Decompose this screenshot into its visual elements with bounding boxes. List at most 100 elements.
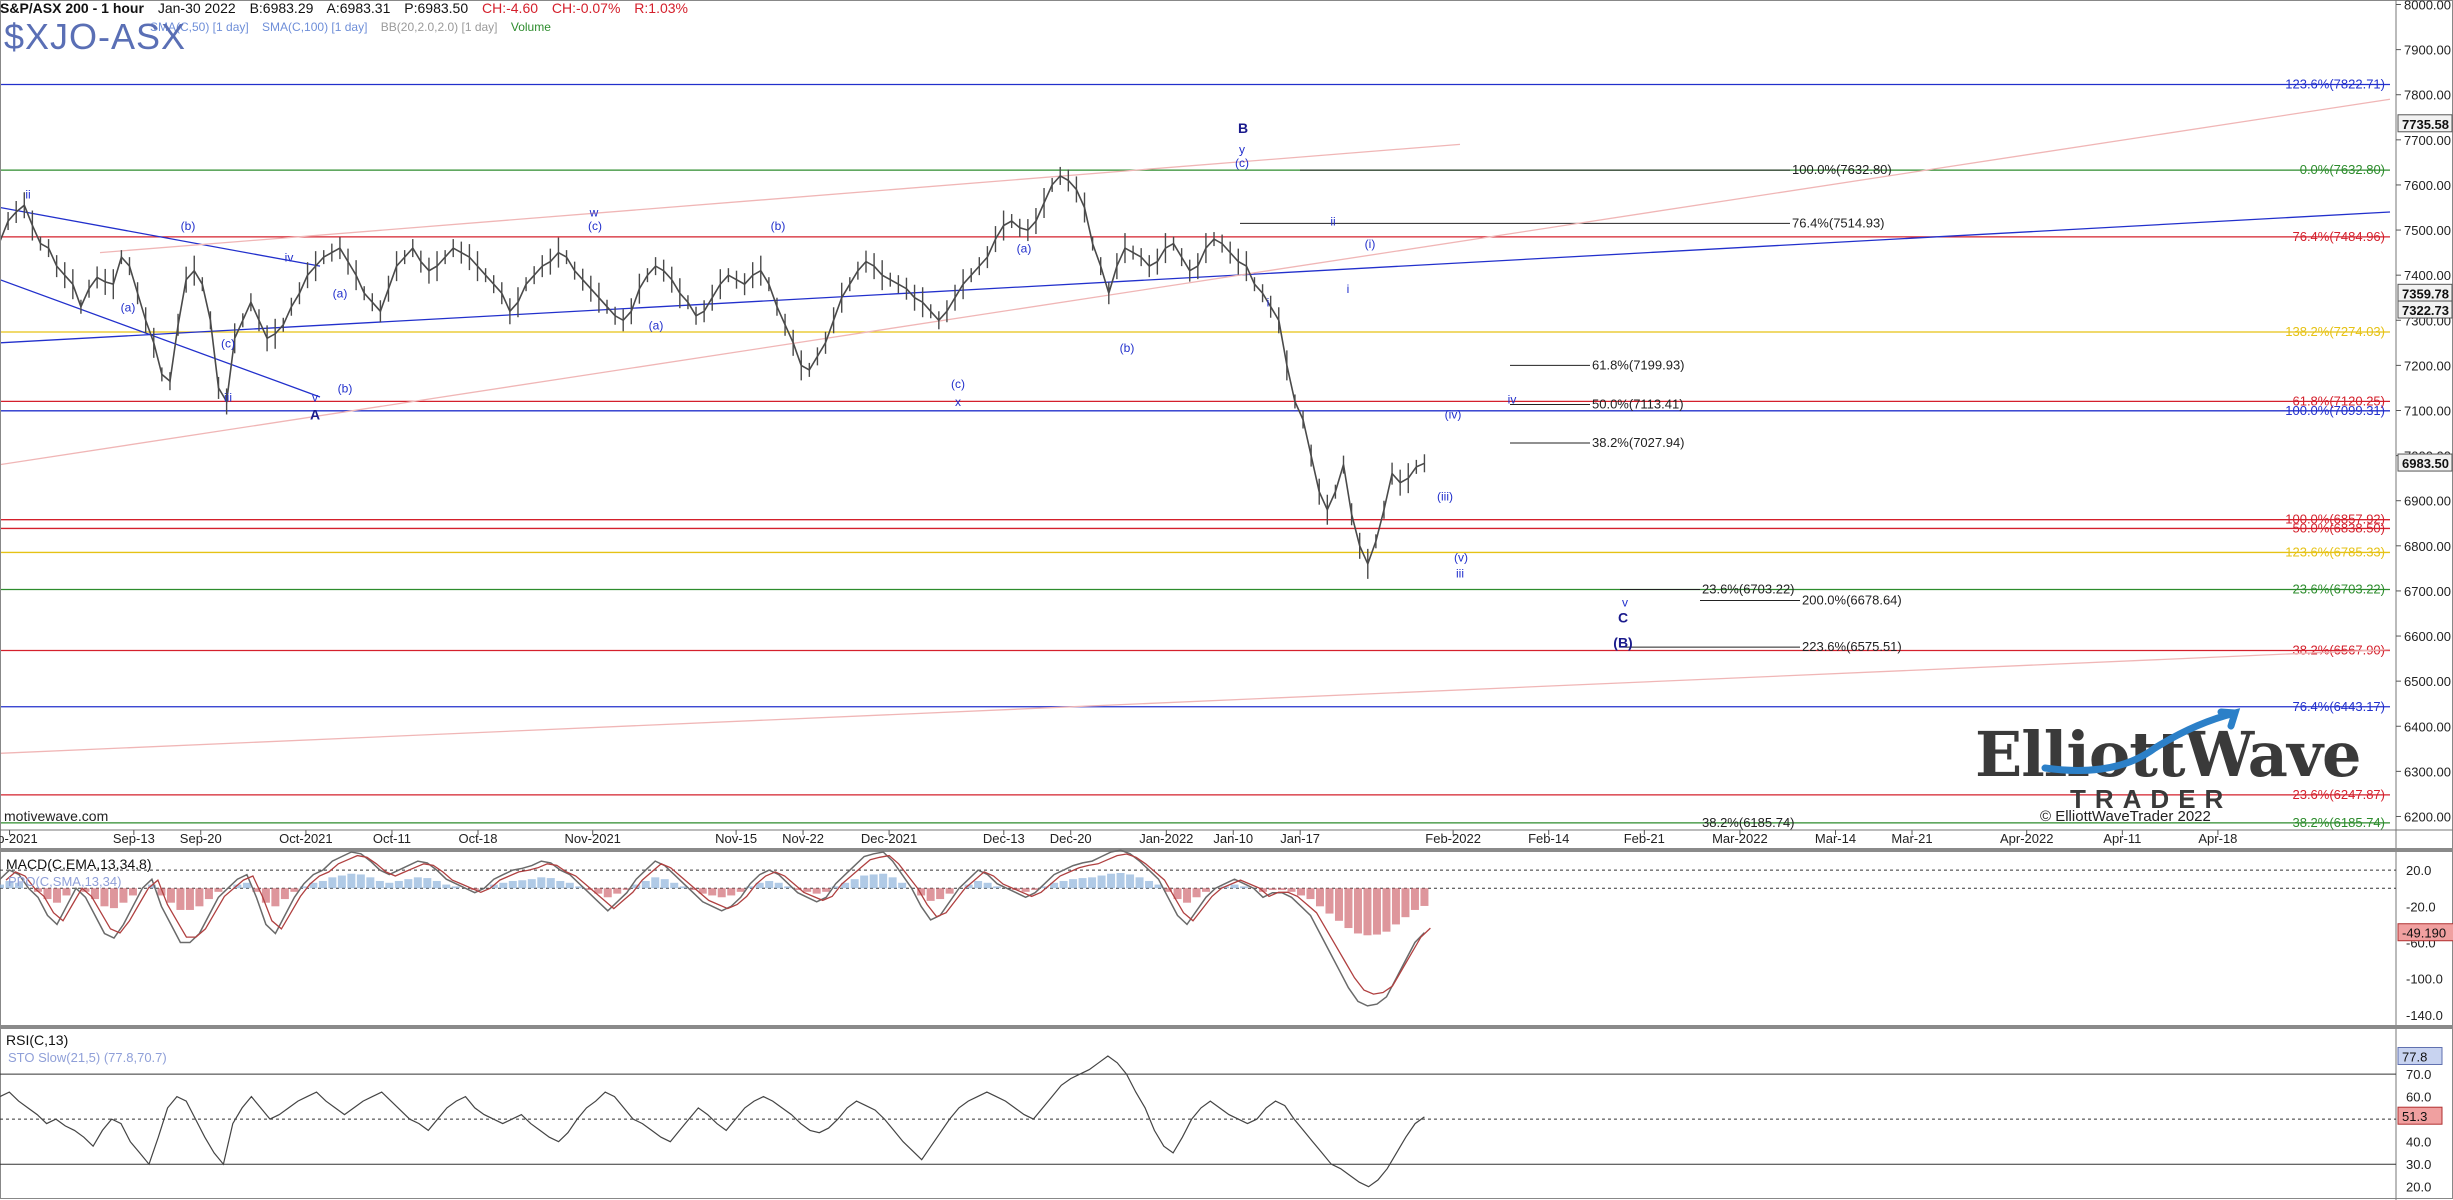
x-tick-label: Nov-2021: [565, 831, 621, 846]
wave-label: iii: [224, 390, 232, 404]
price-badge-label: 7735.58: [2402, 117, 2449, 132]
wave-label: iv: [1508, 393, 1517, 407]
macd-histogram-bar: [385, 882, 394, 889]
macd-histogram-bar: [1050, 882, 1059, 889]
macd-histogram-bar: [52, 888, 61, 903]
macd-histogram-bar: [1325, 888, 1334, 914]
wave-label: (b): [1120, 341, 1135, 355]
wave-label: C: [1618, 610, 1628, 626]
macd-histogram-bar: [347, 873, 356, 889]
macd-y-tick: -140.0: [2406, 1008, 2443, 1023]
price-badge-label: 7322.73: [2402, 303, 2449, 318]
bb-label[interactable]: BB(20,2.0,2.0) [1 day]: [380, 20, 498, 34]
macd-histogram-bar: [746, 886, 755, 889]
macd-histogram-bar: [651, 877, 660, 889]
macd-y-tick: 20.0: [2406, 863, 2431, 878]
x-tick-label: Feb-2022: [1425, 831, 1481, 846]
macd-histogram-bar: [917, 888, 926, 896]
macd-histogram-bar: [546, 878, 555, 889]
macd-histogram-bar: [1078, 878, 1087, 889]
macd-histogram-bar: [812, 888, 821, 894]
x-tick-label: Mar-21: [1891, 831, 1932, 846]
price-series-layer: [0, 166, 1426, 579]
macd-histogram-bar: [527, 879, 536, 889]
macd-histogram-bar: [679, 886, 688, 889]
x-tick-label: Oct-2021: [279, 831, 332, 846]
rsi-y-tick: 30.0: [2406, 1157, 2431, 1172]
macd-title: MACD(C,EMA,13,34,8): [6, 856, 152, 872]
trend-line: [0, 206, 321, 267]
grid-layer: [0, 98, 2391, 754]
projection-label: 38.2%(6185.74): [1702, 815, 1795, 830]
macd-histogram-bar: [233, 884, 242, 889]
macd-value-label: -49.190: [2402, 926, 2446, 941]
change-pct-value: CH:-0.07%: [551, 0, 621, 16]
fib-level-label: 23.6%(6703.22): [2292, 581, 2385, 596]
wave-label: (b): [338, 381, 353, 395]
macd-histogram-bar: [81, 888, 90, 892]
fib-levels-layer: 123.6%(7822.71) 0.0%(7632.80) 76.4%(7484.9…: [0, 76, 2390, 830]
macd-histogram-bar: [1382, 888, 1391, 932]
macd-histogram-bar: [119, 888, 128, 903]
macd-y-tick: -100.0: [2406, 972, 2443, 987]
wave-label: (v): [1454, 551, 1468, 565]
projection-label: 200.0%(6678.64): [1802, 593, 1902, 608]
macd-histogram-bar: [898, 882, 907, 889]
wave-label: (a): [121, 300, 136, 314]
macd-histogram-bar: [157, 888, 166, 896]
rsi-value-badge: [2397, 1106, 2443, 1125]
x-tick-label: Mar-2022: [1712, 831, 1768, 846]
projection-label: 76.4%(7514.93): [1792, 215, 1885, 230]
sma100-label[interactable]: SMA(C,100) [1 day]: [262, 20, 368, 34]
macd-histogram-bar: [993, 886, 1002, 889]
macd-histogram-bar: [242, 882, 251, 889]
y-tick-label: 7200.00: [2404, 358, 2451, 373]
price-badge-box: [2397, 453, 2453, 472]
volume-label[interactable]: Volume: [510, 20, 551, 34]
macd-histogram-bar: [641, 880, 650, 889]
rsi-title: RSI(C,13): [6, 1032, 69, 1048]
y-tick-label: 6900.00: [2404, 494, 2451, 509]
macd-value-badge: [2397, 923, 2453, 942]
macd-histogram-bar: [1202, 888, 1211, 892]
range-value: R:1.03%: [634, 0, 688, 16]
macd-histogram-bar: [1306, 888, 1315, 900]
motivewave-watermark: motivewave.com: [4, 808, 109, 824]
wave-label: y: [1239, 142, 1245, 156]
macd-histogram-bar: [622, 888, 631, 891]
macd-histogram-bar: [1287, 888, 1296, 892]
macd-histogram-bar: [128, 888, 137, 896]
macd-histogram-bar: [413, 877, 422, 889]
macd-histogram-bar: [271, 888, 280, 907]
macd-histogram-bar: [1363, 888, 1372, 936]
macd-histogram-bar: [404, 879, 413, 889]
trend-line: [0, 98, 2391, 466]
trend-line: [99, 143, 1461, 254]
x-tick-label: Jan-17: [1280, 831, 1320, 846]
y-tick-label: 7700.00: [2404, 133, 2451, 148]
ewt-copyright: © ElliottWaveTrader 2022: [2040, 808, 2211, 825]
sma50-label[interactable]: SMA(C,50) [1 day]: [150, 20, 249, 34]
y-tick-label: 6800.00: [2404, 539, 2451, 554]
macd-histogram-bar: [689, 888, 698, 891]
wave-label: (c): [221, 336, 235, 350]
macd-histogram-bar: [214, 888, 223, 892]
macd-histogram-bar: [1353, 888, 1362, 934]
y-tick-label: 6600.00: [2404, 629, 2451, 644]
macd-histogram-bar: [1021, 888, 1030, 892]
macd-histogram-bar: [1154, 884, 1163, 889]
y-tick-label: 6200.00: [2404, 809, 2451, 824]
logo-line2: TRADER: [2070, 784, 2233, 814]
projection-label: 100.0%(7632.80): [1792, 162, 1892, 177]
macd-histogram-bar: [442, 884, 451, 889]
macd-histogram-bar: [632, 884, 641, 889]
wave-label: (a): [649, 318, 664, 332]
macd-histogram-bar: [879, 873, 888, 889]
macd-histogram-bar: [1173, 888, 1182, 900]
macd-histogram-bar: [375, 880, 384, 889]
macd-histogram-bar: [803, 888, 812, 892]
x-tick-label: Feb-14: [1528, 831, 1569, 846]
macd-histogram-bar: [860, 875, 869, 889]
